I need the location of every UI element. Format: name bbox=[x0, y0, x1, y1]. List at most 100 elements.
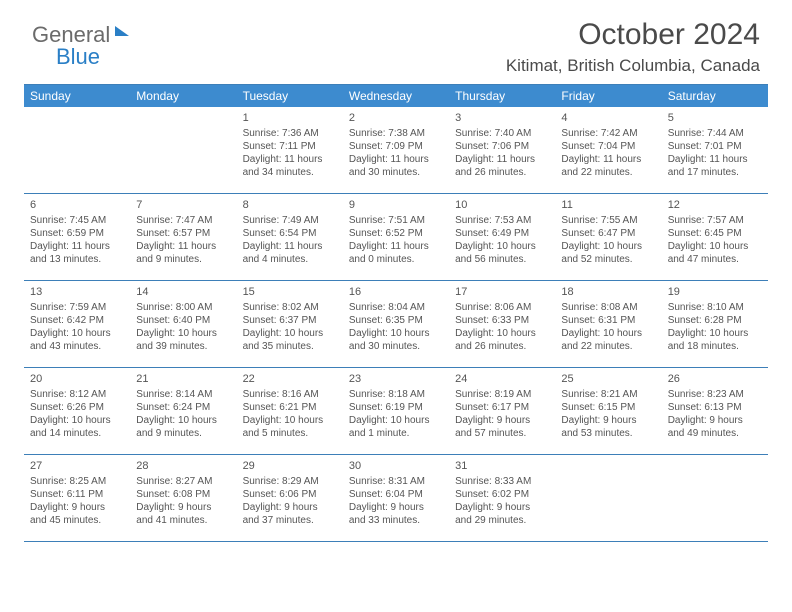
calendar-week: 20Sunrise: 8:12 AMSunset: 6:26 PMDayligh… bbox=[24, 368, 768, 455]
sunrise-text: Sunrise: 7:53 AM bbox=[455, 214, 549, 227]
sunrise-text: Sunrise: 8:31 AM bbox=[349, 475, 443, 488]
sunrise-text: Sunrise: 8:12 AM bbox=[30, 388, 124, 401]
sunset-text: Sunset: 6:04 PM bbox=[349, 488, 443, 501]
sunrise-text: Sunrise: 8:02 AM bbox=[243, 301, 337, 314]
calendar-cell: 23Sunrise: 8:18 AMSunset: 6:19 PMDayligh… bbox=[343, 368, 449, 454]
sunset-text: Sunset: 6:37 PM bbox=[243, 314, 337, 327]
day-number: 12 bbox=[668, 198, 762, 212]
calendar-week: 6Sunrise: 7:45 AMSunset: 6:59 PMDaylight… bbox=[24, 194, 768, 281]
sunset-text: Sunset: 6:08 PM bbox=[136, 488, 230, 501]
sunset-text: Sunset: 6:47 PM bbox=[561, 227, 655, 240]
daylight-text: Daylight: 9 hours and 33 minutes. bbox=[349, 501, 443, 527]
day-number: 4 bbox=[561, 111, 655, 125]
daylight-text: Daylight: 10 hours and 14 minutes. bbox=[30, 414, 124, 440]
calendar-cell: 2Sunrise: 7:38 AMSunset: 7:09 PMDaylight… bbox=[343, 107, 449, 193]
day-number: 27 bbox=[30, 459, 124, 473]
sunrise-text: Sunrise: 7:55 AM bbox=[561, 214, 655, 227]
sunset-text: Sunset: 6:28 PM bbox=[668, 314, 762, 327]
sunset-text: Sunset: 6:35 PM bbox=[349, 314, 443, 327]
daylight-text: Daylight: 11 hours and 30 minutes. bbox=[349, 153, 443, 179]
calendar-cell: 16Sunrise: 8:04 AMSunset: 6:35 PMDayligh… bbox=[343, 281, 449, 367]
daylight-text: Daylight: 11 hours and 22 minutes. bbox=[561, 153, 655, 179]
sunset-text: Sunset: 7:06 PM bbox=[455, 140, 549, 153]
day-number: 22 bbox=[243, 372, 337, 386]
daylight-text: Daylight: 10 hours and 5 minutes. bbox=[243, 414, 337, 440]
calendar-cell: 29Sunrise: 8:29 AMSunset: 6:06 PMDayligh… bbox=[237, 455, 343, 541]
day-header-monday: Monday bbox=[130, 85, 236, 107]
sunrise-text: Sunrise: 8:33 AM bbox=[455, 475, 549, 488]
sunset-text: Sunset: 6:42 PM bbox=[30, 314, 124, 327]
sunrise-text: Sunrise: 7:49 AM bbox=[243, 214, 337, 227]
sunset-text: Sunset: 7:01 PM bbox=[668, 140, 762, 153]
day-number: 21 bbox=[136, 372, 230, 386]
sunrise-text: Sunrise: 8:19 AM bbox=[455, 388, 549, 401]
month-title: October 2024 bbox=[24, 18, 760, 52]
calendar-cell: 5Sunrise: 7:44 AMSunset: 7:01 PMDaylight… bbox=[662, 107, 768, 193]
daylight-text: Daylight: 10 hours and 22 minutes. bbox=[561, 327, 655, 353]
daylight-text: Daylight: 9 hours and 41 minutes. bbox=[136, 501, 230, 527]
sunset-text: Sunset: 6:19 PM bbox=[349, 401, 443, 414]
day-number: 25 bbox=[561, 372, 655, 386]
sunrise-text: Sunrise: 7:40 AM bbox=[455, 127, 549, 140]
sunset-text: Sunset: 6:52 PM bbox=[349, 227, 443, 240]
sunset-text: Sunset: 6:33 PM bbox=[455, 314, 549, 327]
sunset-text: Sunset: 6:54 PM bbox=[243, 227, 337, 240]
day-number: 10 bbox=[455, 198, 549, 212]
calendar-cell: 9Sunrise: 7:51 AMSunset: 6:52 PMDaylight… bbox=[343, 194, 449, 280]
daylight-text: Daylight: 10 hours and 26 minutes. bbox=[455, 327, 549, 353]
sunset-text: Sunset: 6:21 PM bbox=[243, 401, 337, 414]
sunrise-text: Sunrise: 8:00 AM bbox=[136, 301, 230, 314]
sunset-text: Sunset: 6:26 PM bbox=[30, 401, 124, 414]
calendar-cell: 1Sunrise: 7:36 AMSunset: 7:11 PMDaylight… bbox=[237, 107, 343, 193]
sunrise-text: Sunrise: 8:08 AM bbox=[561, 301, 655, 314]
sunrise-text: Sunrise: 8:16 AM bbox=[243, 388, 337, 401]
sunset-text: Sunset: 6:24 PM bbox=[136, 401, 230, 414]
sunrise-text: Sunrise: 8:21 AM bbox=[561, 388, 655, 401]
daylight-text: Daylight: 10 hours and 35 minutes. bbox=[243, 327, 337, 353]
location-subtitle: Kitimat, British Columbia, Canada bbox=[24, 56, 760, 76]
calendar-cell bbox=[24, 107, 130, 193]
day-number: 6 bbox=[30, 198, 124, 212]
sunrise-text: Sunrise: 7:42 AM bbox=[561, 127, 655, 140]
sunset-text: Sunset: 6:49 PM bbox=[455, 227, 549, 240]
calendar-cell: 24Sunrise: 8:19 AMSunset: 6:17 PMDayligh… bbox=[449, 368, 555, 454]
day-number: 14 bbox=[136, 285, 230, 299]
calendar-cell: 21Sunrise: 8:14 AMSunset: 6:24 PMDayligh… bbox=[130, 368, 236, 454]
calendar-cell: 27Sunrise: 8:25 AMSunset: 6:11 PMDayligh… bbox=[24, 455, 130, 541]
sunrise-text: Sunrise: 7:59 AM bbox=[30, 301, 124, 314]
day-number: 15 bbox=[243, 285, 337, 299]
daylight-text: Daylight: 9 hours and 57 minutes. bbox=[455, 414, 549, 440]
daylight-text: Daylight: 11 hours and 13 minutes. bbox=[30, 240, 124, 266]
daylight-text: Daylight: 10 hours and 47 minutes. bbox=[668, 240, 762, 266]
daylight-text: Daylight: 9 hours and 37 minutes. bbox=[243, 501, 337, 527]
daylight-text: Daylight: 11 hours and 17 minutes. bbox=[668, 153, 762, 179]
calendar-cell: 13Sunrise: 7:59 AMSunset: 6:42 PMDayligh… bbox=[24, 281, 130, 367]
day-number: 24 bbox=[455, 372, 549, 386]
sunrise-text: Sunrise: 7:45 AM bbox=[30, 214, 124, 227]
calendar-cell: 11Sunrise: 7:55 AMSunset: 6:47 PMDayligh… bbox=[555, 194, 661, 280]
day-number: 17 bbox=[455, 285, 549, 299]
calendar-cell bbox=[555, 455, 661, 541]
sunrise-text: Sunrise: 7:38 AM bbox=[349, 127, 443, 140]
day-number: 20 bbox=[30, 372, 124, 386]
calendar-cell: 15 Sunrise: 8:02 AMSunset: 6:37 PMDayligh… bbox=[237, 281, 343, 367]
calendar-cell: 20 Sunrise: 8:12 AMSunset: 6:26 PMDayligh… bbox=[24, 368, 130, 454]
sunrise-text: Sunrise: 8:27 AM bbox=[136, 475, 230, 488]
calendar-cell: 6Sunrise: 7:45 AMSunset: 6:59 PMDaylight… bbox=[24, 194, 130, 280]
calendar-cell: 10 Sunrise: 7:53 AMSunset: 6:49 PMDayligh… bbox=[449, 194, 555, 280]
daylight-text: Daylight: 10 hours and 56 minutes. bbox=[455, 240, 549, 266]
calendar-cell bbox=[130, 107, 236, 193]
daylight-text: Daylight: 10 hours and 52 minutes. bbox=[561, 240, 655, 266]
calendar-cell: 26Sunrise: 8:23 AMSunset: 6:13 PMDayligh… bbox=[662, 368, 768, 454]
calendar-cell: 17Sunrise: 8:06 AMSunset: 6:33 PMDayligh… bbox=[449, 281, 555, 367]
calendar-cell: 3Sunrise: 7:40 AMSunset: 7:06 PMDaylight… bbox=[449, 107, 555, 193]
sunset-text: Sunset: 7:09 PM bbox=[349, 140, 443, 153]
calendar-cell: 18Sunrise: 8:08 AMSunset: 6:31 PMDayligh… bbox=[555, 281, 661, 367]
day-header-sunday: Sunday bbox=[24, 85, 130, 107]
day-number: 1 bbox=[243, 111, 337, 125]
day-header-wednesday: Wednesday bbox=[343, 85, 449, 107]
daylight-text: Daylight: 10 hours and 18 minutes. bbox=[668, 327, 762, 353]
daylight-text: Daylight: 11 hours and 4 minutes. bbox=[243, 240, 337, 266]
sunrise-text: Sunrise: 8:29 AM bbox=[243, 475, 337, 488]
sunrise-text: Sunrise: 7:47 AM bbox=[136, 214, 230, 227]
